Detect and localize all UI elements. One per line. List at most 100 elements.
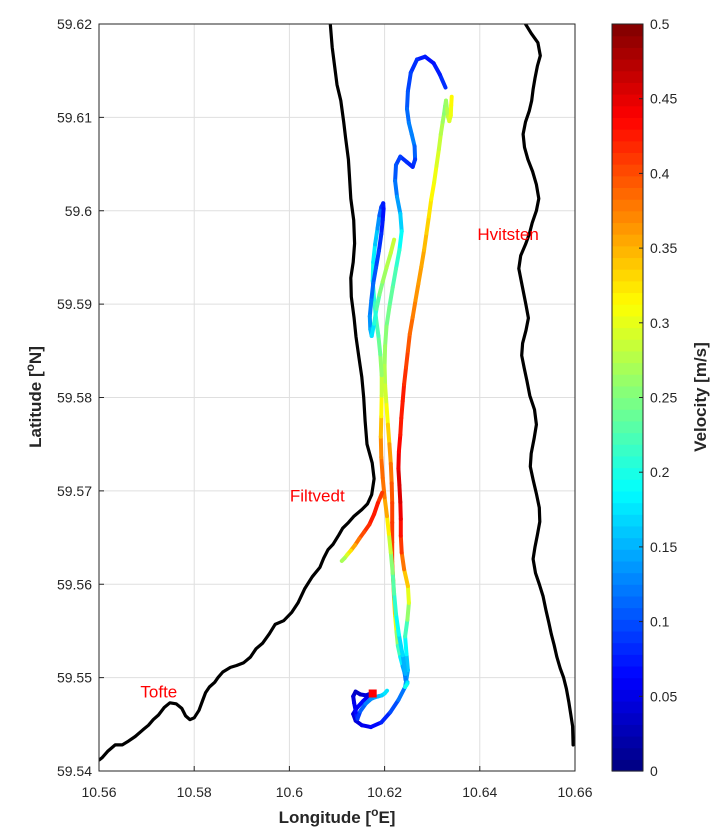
track-segment: [389, 444, 390, 464]
track-segment: [400, 502, 401, 519]
colorbar-band: [612, 759, 643, 771]
track-segment: [437, 149, 439, 166]
track-segment: [391, 464, 392, 484]
track-segment: [392, 483, 393, 503]
colorbar-band: [612, 152, 643, 164]
track-segment: [403, 384, 404, 401]
colorbar-band: [612, 199, 643, 211]
y-tick-label: 59.61: [57, 109, 92, 125]
track-segment: [424, 233, 426, 250]
track-segment: [398, 452, 399, 469]
track-segment: [401, 401, 402, 418]
colorbar-tick-label: 0.05: [650, 688, 677, 704]
track-segment: [434, 166, 436, 183]
track-segment: [407, 91, 408, 109]
track-segment: [389, 534, 391, 553]
colorbar-band: [612, 187, 643, 199]
track-segment: [385, 385, 386, 405]
colorbar-band: [612, 444, 643, 456]
colorbar-band: [612, 59, 643, 71]
track-segment: [400, 214, 401, 232]
x-tick-label: 10.6: [276, 784, 303, 800]
y-tick-label: 59.55: [57, 670, 92, 686]
track-segment: [407, 109, 409, 123]
x-tick-label: 10.62: [367, 784, 402, 800]
colorbar-band: [612, 596, 643, 608]
y-axis-ticks: 59.5459.5559.5659.5759.5859.5959.659.615…: [57, 16, 104, 779]
track-segment: [385, 691, 387, 694]
colorbar-gradient: [612, 24, 643, 772]
colorbar-band: [612, 573, 643, 585]
colorbar-band: [612, 257, 643, 269]
x-tick-label: 10.66: [557, 784, 592, 800]
track-segment: [413, 300, 416, 317]
track-segment: [380, 355, 381, 376]
x-axis-title: Longitude [oE]: [279, 805, 396, 827]
colorbar-band: [612, 748, 643, 760]
track-segment: [387, 516, 389, 534]
colorbar-band: [612, 584, 643, 596]
colorbar-band: [612, 526, 643, 538]
colorbar-tick-label: 0.25: [650, 390, 677, 406]
place-label-tofte: Tofte: [140, 683, 177, 702]
colorbar-band: [612, 409, 643, 421]
colorbar-band: [612, 631, 643, 643]
place-label-filtvedt: Filtvedt: [290, 487, 345, 506]
markers: [369, 689, 377, 697]
track-segment: [387, 405, 388, 425]
colorbar-band: [612, 491, 643, 503]
track-segment: [375, 229, 377, 245]
y-tick-label: 59.6: [65, 203, 92, 219]
colorbar-band: [612, 269, 643, 281]
colorbar-band: [612, 362, 643, 374]
colorbar-band: [612, 468, 643, 480]
colorbar-tick-label: 0.15: [650, 539, 677, 555]
track-segment: [395, 181, 397, 197]
track-segment: [451, 97, 452, 105]
colorbar-band: [612, 47, 643, 59]
track-segment: [399, 231, 401, 250]
colorbar-band: [612, 421, 643, 433]
colorbar-band: [612, 538, 643, 550]
track-segment: [370, 300, 372, 316]
colorbar-band: [612, 724, 643, 736]
colorbar-band: [612, 246, 643, 258]
track-segment: [378, 336, 380, 355]
colorbar-band: [612, 339, 643, 351]
colorbar-band: [612, 701, 643, 713]
colorbar-band: [612, 713, 643, 725]
colorbar-band: [612, 292, 643, 304]
x-tick-label: 10.58: [177, 784, 212, 800]
track-segment: [429, 200, 431, 217]
track-segment: [381, 416, 382, 437]
colorbar-band: [612, 222, 643, 234]
colorbar-tick-label: 0.35: [650, 240, 677, 256]
colorbar-band: [612, 351, 643, 363]
colorbar-band: [612, 94, 643, 106]
x-axis-title-suffix: E]: [378, 808, 395, 827]
track-segment: [373, 244, 375, 262]
track-segment: [371, 284, 373, 301]
colorbar-band: [612, 666, 643, 678]
colorbar-band: [612, 82, 643, 94]
track-segment: [385, 327, 386, 347]
track-segment: [439, 134, 441, 149]
colorbar-band: [612, 24, 643, 36]
colorbar-band: [612, 398, 643, 410]
colorbar-band: [612, 316, 643, 328]
colorbar-band: [612, 36, 643, 48]
colorbar-tick-label: 0.3: [650, 315, 670, 331]
colorbar-band: [612, 129, 643, 141]
colorbar-band: [612, 386, 643, 398]
track-segment: [379, 234, 381, 251]
y-axis-title-degree: o: [23, 364, 37, 371]
track-segment: [405, 620, 407, 637]
colorbar-band: [612, 619, 643, 631]
track-segment: [385, 366, 386, 386]
place-label-hvitsten: Hvitsten: [477, 225, 538, 244]
track-segment: [381, 457, 382, 478]
y-tick-label: 59.59: [57, 296, 92, 312]
colorbar-band: [612, 141, 643, 153]
track-segment: [407, 603, 409, 620]
track-segment: [377, 295, 380, 309]
